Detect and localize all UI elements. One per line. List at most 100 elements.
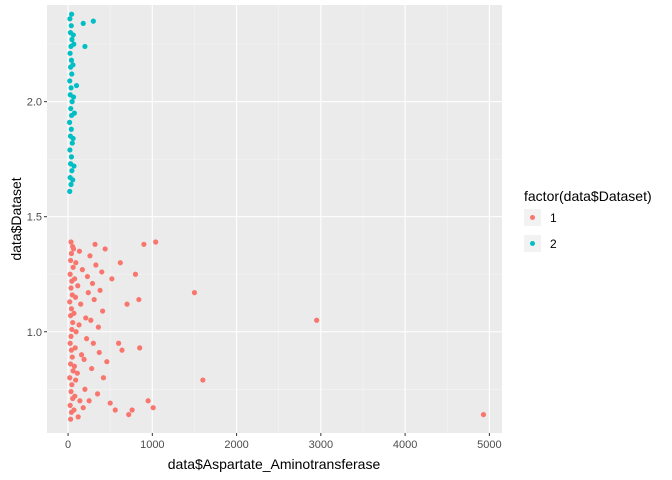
legend-item-1: 1 [524, 209, 557, 226]
data-point-series-2 [69, 99, 75, 105]
data-point-series-1 [85, 290, 91, 296]
data-point-series-1 [69, 382, 75, 388]
data-point-series-1 [116, 340, 122, 346]
data-points [66, 11, 487, 422]
data-point-series-2 [70, 177, 76, 183]
data-point-series-1 [132, 271, 139, 277]
legend-key-dot [530, 241, 535, 246]
data-point-series-1 [69, 326, 75, 333]
data-point-series-1 [69, 354, 75, 360]
data-point-series-1 [109, 276, 115, 282]
data-point-series-1 [117, 260, 123, 266]
data-point-series-2 [70, 94, 77, 100]
data-point-series-1 [83, 315, 89, 321]
data-point-series-1 [67, 361, 74, 367]
data-point-series-1 [67, 340, 73, 346]
data-point-series-1 [153, 239, 159, 245]
data-point-series-1 [67, 375, 73, 381]
data-point-series-2 [67, 78, 73, 84]
legend-item-2: 2 [524, 235, 557, 252]
x-tick-label: 3000 [309, 439, 333, 451]
x-tick-label: 2000 [224, 439, 248, 451]
data-point-series-2 [70, 62, 76, 68]
data-point-series-2 [82, 43, 88, 50]
data-point-series-1 [70, 246, 77, 252]
data-point-series-1 [93, 262, 99, 268]
data-point-series-2 [71, 41, 77, 47]
data-point-series-1 [87, 253, 93, 259]
data-point-series-1 [145, 398, 151, 404]
data-point-series-1 [84, 273, 91, 280]
y-axis-ticks: 1.0 1.5 2.0 [27, 97, 47, 339]
legend-key-dot [530, 215, 535, 220]
data-point-series-1 [81, 356, 87, 362]
data-point-series-1 [71, 407, 77, 413]
x-axis-title: data$Aspartate_Aminotransferase [168, 456, 381, 472]
data-point-series-1 [200, 377, 206, 383]
data-point-series-2 [90, 18, 96, 24]
data-point-series-1 [68, 347, 75, 353]
legend-label: 2 [550, 237, 557, 251]
data-point-series-1 [112, 407, 118, 413]
data-point-series-2 [67, 16, 73, 22]
data-point-series-2 [71, 110, 77, 116]
data-point-series-1 [79, 267, 85, 273]
x-axis-ticks: 0 1000 2000 3000 4000 5000 [65, 433, 502, 451]
data-point-series-1 [136, 296, 142, 303]
data-point-series-1 [92, 241, 98, 247]
data-point-series-1 [191, 290, 198, 296]
data-point-series-1 [74, 370, 80, 376]
data-point-series-1 [68, 333, 74, 339]
data-point-series-1 [68, 388, 74, 395]
data-point-series-2 [70, 135, 76, 142]
data-point-series-1 [71, 310, 77, 316]
y-tick-label: 1.0 [27, 327, 42, 339]
y-tick-label: 1.5 [27, 212, 42, 224]
data-point-series-1 [107, 400, 113, 406]
data-point-series-1 [75, 414, 81, 420]
data-point-series-1 [314, 317, 320, 323]
data-point-series-1 [68, 239, 74, 245]
data-point-series-1 [100, 308, 106, 314]
x-tick-label: 4000 [393, 439, 417, 451]
data-point-series-1 [72, 345, 78, 351]
data-point-series-2 [66, 119, 73, 125]
data-point-series-1 [89, 280, 96, 287]
data-point-series-1 [70, 264, 76, 270]
data-point-series-1 [73, 260, 79, 266]
data-point-series-1 [77, 398, 83, 404]
data-point-series-1 [104, 359, 110, 365]
data-point-series-1 [82, 386, 88, 392]
data-point-series-2 [68, 181, 74, 188]
data-point-series-1 [97, 287, 103, 293]
data-point-series-1 [100, 375, 107, 381]
data-point-series-1 [150, 405, 156, 411]
y-tick-label: 2.0 [27, 97, 42, 109]
major-gridlines [47, 5, 502, 433]
data-point-series-1 [72, 294, 79, 300]
data-point-series-1 [76, 322, 82, 328]
data-point-series-1 [73, 329, 79, 335]
x-tick-label: 1000 [140, 439, 164, 451]
data-point-series-1 [75, 283, 81, 289]
data-point-series-1 [72, 276, 78, 282]
data-point-series-1 [73, 377, 79, 383]
data-point-series-1 [94, 391, 101, 397]
data-point-series-1 [129, 407, 135, 413]
data-point-series-1 [80, 405, 86, 411]
data-point-series-2 [73, 82, 80, 89]
data-point-series-2 [68, 23, 74, 29]
panel-background [47, 5, 502, 433]
data-point-series-1 [119, 347, 125, 353]
minor-gridlines [47, 5, 502, 433]
data-point-series-2 [69, 168, 75, 174]
data-point-series-2 [68, 105, 74, 112]
data-point-series-2 [80, 20, 86, 27]
x-tick-label: 0 [65, 439, 71, 451]
data-point-series-1 [67, 271, 73, 277]
data-point-series-2 [69, 36, 75, 43]
data-point-series-1 [68, 250, 75, 257]
data-point-series-1 [86, 398, 92, 404]
data-point-series-1 [70, 319, 76, 326]
data-point-series-2 [67, 147, 73, 153]
